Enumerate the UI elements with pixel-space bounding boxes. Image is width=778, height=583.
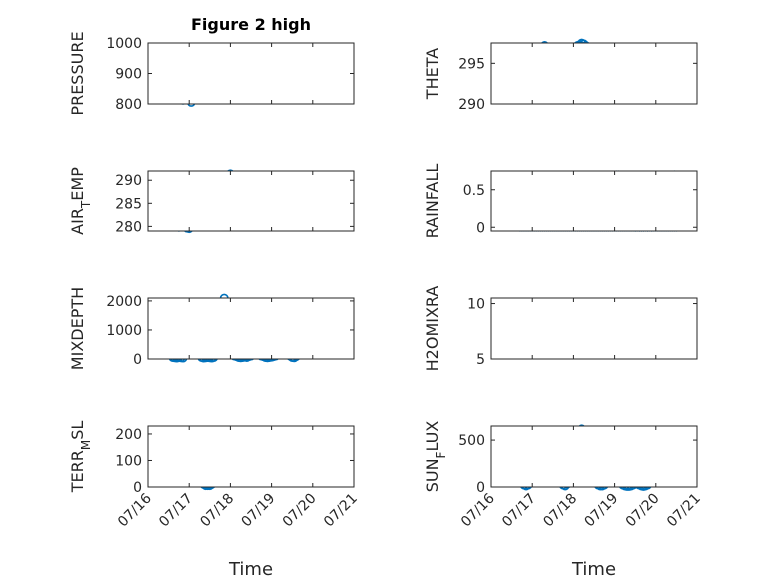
y-axis-label: THETA (423, 48, 442, 100)
axes-frame (490, 297, 698, 360)
subplot-terrmsl: 0 100 200 07/16 07/17 07/18 07/19 07/20 07/21 TER… (68, 421, 361, 531)
figure-title: Figure 2 high (191, 15, 311, 34)
y-tick-label: 1000 (106, 323, 142, 339)
y-axis-label: MIXDEPTH (68, 287, 87, 370)
axes-frame (147, 425, 355, 488)
y-tick-label: 500 (458, 433, 485, 449)
axes-frame (147, 42, 355, 105)
axes-frame (147, 297, 355, 360)
y-axis-label: H2OMIXRA (423, 286, 442, 372)
y-tick-label: 0 (133, 352, 142, 368)
subplot-sunflux: 0 500 07/16 07/17 07/18 07/19 07/20 07/21 SUNFLU… (423, 421, 704, 531)
x-tick-label: 07/21 (664, 491, 704, 531)
y-axis-label: AIRTEMP (68, 167, 93, 235)
y-axis-label: TERRMSL (68, 421, 93, 494)
axes-frame (490, 425, 698, 488)
subplot-rainfall: 0 0.5 RAINFALL (423, 164, 698, 239)
y-tick-label: 2000 (106, 294, 142, 310)
x-tick-label: 07/19 (582, 491, 622, 531)
y-tick-label: 285 (115, 196, 142, 212)
y-tick-label: 900 (115, 67, 142, 83)
subplot-h2omixra: 5 10 H2OMIXRA (423, 286, 698, 372)
axes-frame (490, 170, 698, 232)
y-tick-label: 0 (476, 480, 485, 496)
axes-frame (147, 170, 355, 232)
x-tick-label: 07/18 (197, 491, 237, 531)
x-tick-label: 07/20 (280, 491, 320, 531)
x-tick-label: 07/20 (623, 491, 663, 531)
y-tick-label: 295 (458, 56, 485, 72)
x-tick-label: 07/18 (540, 491, 580, 531)
x-axis-label-left: Time (228, 559, 273, 580)
y-axis-label: SUNFLUX (423, 421, 448, 493)
y-tick-label: 1000 (106, 36, 142, 52)
y-tick-label: 0.5 (463, 183, 485, 199)
y-tick-label: 290 (458, 97, 485, 113)
y-tick-label: 10 (467, 297, 485, 313)
x-axis-label-right: Time (571, 559, 616, 580)
subplot-mixdepth: 0 1000 2000 MIXDEPTH (68, 287, 355, 370)
y-tick-label: 800 (115, 97, 142, 113)
y-tick-label: 290 (115, 173, 142, 189)
y-axis-label: RAINFALL (423, 164, 442, 239)
y-tick-label: 5 (476, 352, 485, 368)
y-tick-label: 200 (115, 427, 142, 443)
x-tick-label: 07/17 (499, 491, 539, 531)
subplot-theta: 290 295 THETA (423, 38, 698, 113)
axes-frame (490, 42, 698, 105)
x-tick-label: 07/16 (115, 490, 155, 530)
y-tick-label: 0 (476, 220, 485, 236)
subplot-pressure: 800 900 1000 PRESSURE (68, 31, 355, 116)
x-tick-label: 07/17 (156, 491, 196, 531)
subplot-airtemp: 280 285 290 AIRTEMP (68, 167, 355, 235)
x-tick-label: 07/21 (321, 491, 361, 531)
x-tick-label: 07/16 (458, 490, 498, 530)
x-tick-label: 07/19 (239, 491, 279, 531)
y-tick-label: 100 (115, 453, 142, 469)
y-axis-label: PRESSURE (68, 31, 87, 115)
y-tick-label: 0 (133, 480, 142, 496)
y-tick-label: 280 (115, 219, 142, 235)
